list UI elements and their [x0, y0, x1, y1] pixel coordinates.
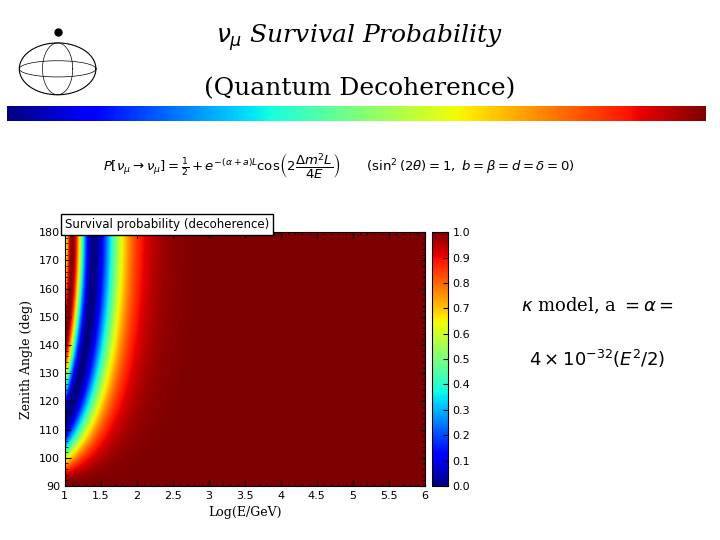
Text: $4 \times 10^{-32}(E^2/2)$: $4 \times 10^{-32}(E^2/2)$ — [529, 348, 666, 370]
Text: $\kappa$ model, a $= \alpha =$: $\kappa$ model, a $= \alpha =$ — [521, 295, 674, 316]
X-axis label: Log(E/GeV): Log(E/GeV) — [208, 507, 282, 519]
Text: $\nu_{\mu}$ Survival Probability: $\nu_{\mu}$ Survival Probability — [217, 23, 503, 53]
Y-axis label: Zenith Angle (deg): Zenith Angle (deg) — [20, 300, 33, 418]
Text: Survival probability (decoherence): Survival probability (decoherence) — [65, 218, 269, 231]
Text: $P[\nu_\mu \rightarrow \nu_\mu] = \frac{1}{2} + e^{-(\alpha+a)L}\cos\!\left(2\df: $P[\nu_\mu \rightarrow \nu_\mu] = \frac{… — [104, 152, 575, 180]
Text: (Quantum Decoherence): (Quantum Decoherence) — [204, 77, 516, 100]
